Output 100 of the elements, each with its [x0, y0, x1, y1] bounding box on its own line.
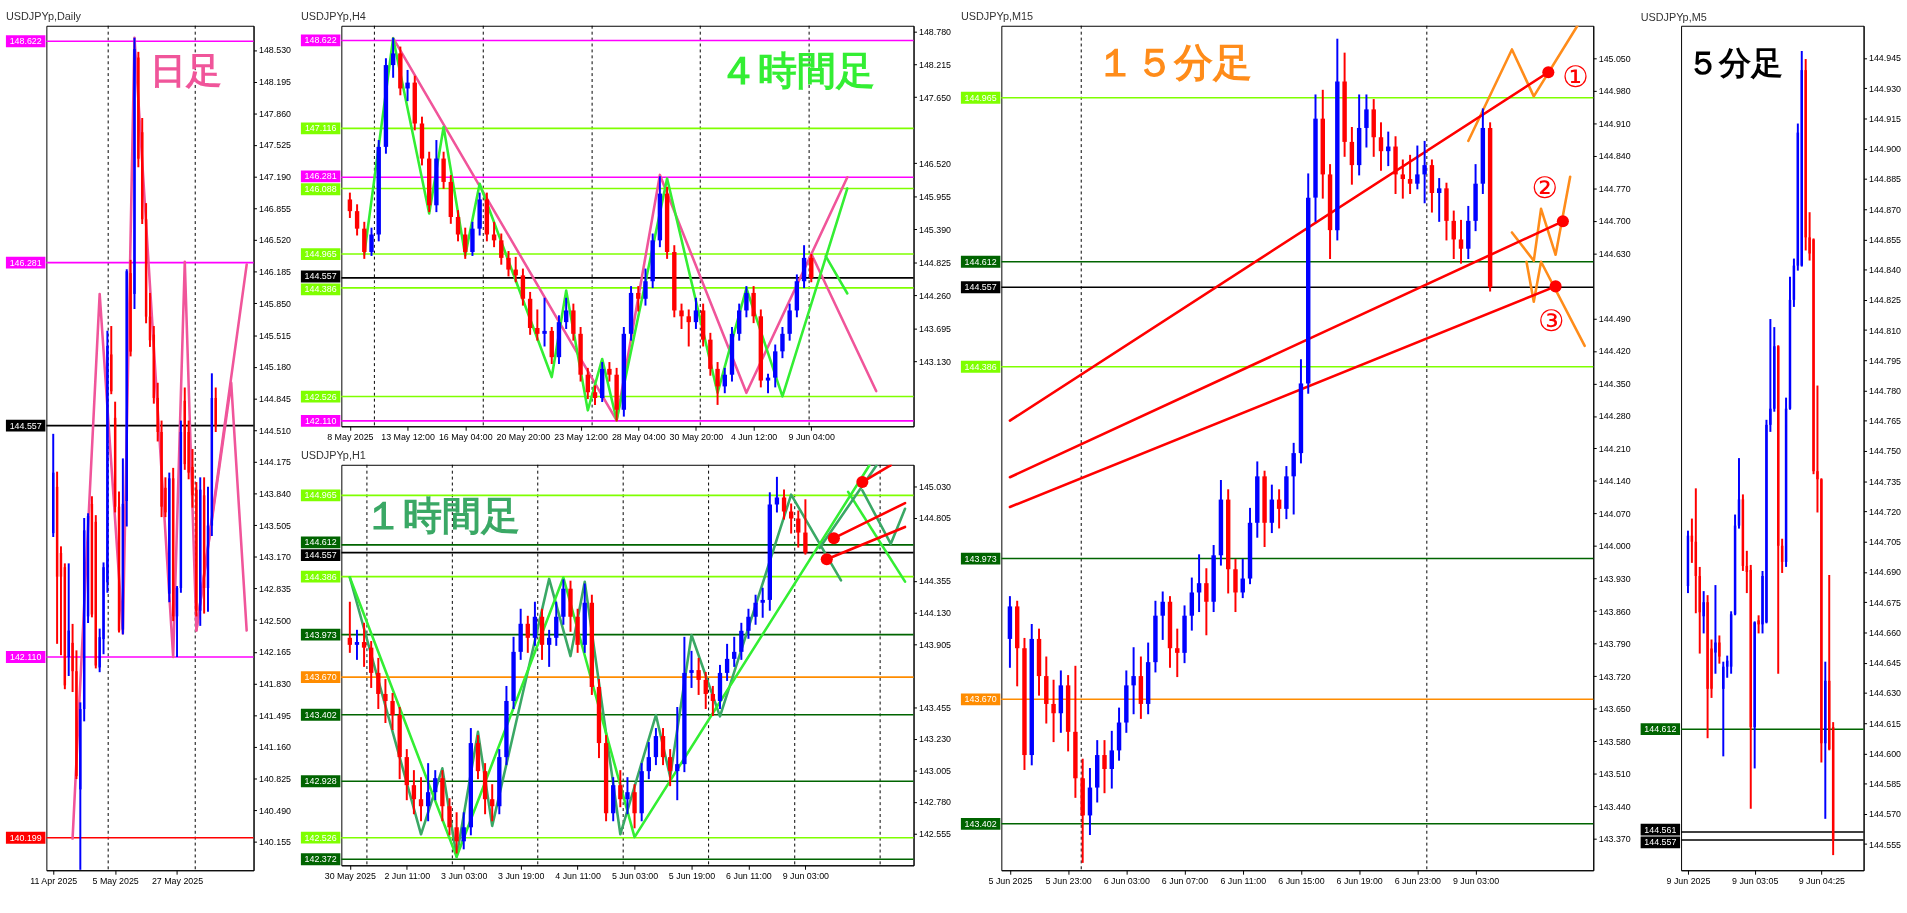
x-tick-label: 5 Jun 19:00	[668, 870, 716, 881]
y-tick-label: 144.720	[1869, 506, 1902, 517]
ref-line-label: 144.386	[964, 361, 997, 372]
chart-title: USDJPYp,M5	[1640, 10, 1707, 23]
ref-line-label: 146.281	[304, 171, 337, 182]
y-tick-label: 143.720	[1598, 671, 1631, 682]
y-tick-label: 144.630	[1869, 688, 1902, 699]
y-tick-label: 147.860	[258, 108, 292, 119]
y-tick-label: 148.195	[258, 77, 292, 88]
y-tick-label: 144.140	[1598, 476, 1631, 487]
ref-line-label: 144.557	[9, 420, 42, 431]
y-tick-label: 144.805	[918, 513, 952, 524]
y-tick-label: 144.260	[918, 290, 952, 301]
y-tick-label: 144.825	[918, 257, 952, 268]
x-tick-label: 6 Jun 11:00	[1220, 875, 1267, 886]
y-tick-label: 146.520	[918, 158, 952, 169]
y-tick-label: 148.780	[918, 26, 952, 37]
y-tick-label: 143.580	[1598, 736, 1631, 747]
ref-line-label: 144.965	[964, 92, 997, 103]
x-tick-label: 16 May 04:00	[438, 431, 493, 442]
y-tick-label: 140.490	[258, 805, 292, 816]
ref-line-label: 144.612	[1644, 724, 1677, 735]
ref-line-label: 147.116	[304, 123, 337, 134]
y-tick-label: 144.645	[1869, 658, 1902, 669]
x-tick-label: 5 Jun 03:00	[611, 870, 659, 881]
y-tick-label: 144.690	[1869, 567, 1902, 578]
ref-line-label: 144.965	[304, 490, 337, 501]
y-tick-label: 148.215	[918, 59, 952, 70]
x-tick-label: 20 May 20:00	[496, 431, 551, 442]
annotation: ４時間足	[719, 46, 875, 93]
chart-title: USDJPYp,M15	[960, 10, 1034, 23]
ref-line-label: 143.670	[964, 694, 997, 705]
x-tick-label: 2 Jun 11:00	[384, 870, 431, 881]
annotation: １５分足	[1096, 38, 1253, 85]
y-tick-label: 142.500	[258, 615, 292, 626]
y-tick-label: 144.910	[1598, 118, 1631, 129]
ref-line-label: 142.526	[304, 391, 337, 402]
x-tick-label: 5 Jun 2025	[988, 875, 1033, 886]
x-tick-label: 30 May 20:00	[669, 431, 724, 442]
y-tick-label: 148.530	[258, 45, 292, 56]
ref-line-label: 144.386	[304, 284, 337, 295]
y-tick-label: 147.190	[258, 172, 292, 183]
x-tick-label: 9 Jun 03:00	[782, 870, 830, 881]
x-tick-label: 9 Jun 04:00	[788, 431, 835, 442]
x-tick-label: 8 May 2025	[327, 431, 374, 442]
y-tick-label: 140.825	[258, 773, 292, 784]
y-tick-label: 144.555	[1869, 839, 1902, 850]
y-tick-label: 143.930	[1598, 573, 1631, 584]
y-tick-label: 144.840	[1869, 265, 1902, 276]
y-tick-label: 144.490	[1598, 313, 1631, 324]
annotation: ②	[1531, 171, 1558, 206]
y-tick-label: 144.615	[1869, 718, 1902, 729]
x-tick-label: 30 May 2025	[324, 870, 377, 881]
annotation: ①	[1562, 60, 1589, 94]
y-tick-label: 144.945	[1869, 53, 1902, 64]
x-tick-label: 11 Apr 2025	[30, 875, 78, 886]
x-tick-label: 6 Jun 11:00	[726, 870, 772, 881]
ref-line-label: 143.402	[964, 818, 997, 829]
y-tick-label: 144.700	[1598, 216, 1631, 227]
x-tick-label: 23 May 12:00	[554, 431, 608, 442]
y-tick-label: 143.650	[1598, 704, 1631, 715]
y-tick-label: 143.370	[1598, 834, 1631, 845]
y-tick-label: 144.350	[1598, 378, 1631, 389]
y-tick-label: 146.520	[258, 235, 292, 246]
y-tick-label: 146.855	[258, 203, 292, 214]
x-tick-label: 6 Jun 07:00	[1161, 875, 1209, 886]
y-tick-label: 145.955	[918, 191, 952, 202]
y-tick-label: 143.860	[1598, 606, 1631, 617]
x-tick-label: 13 May 12:00	[381, 431, 435, 442]
ref-line-label: 144.612	[304, 537, 337, 548]
ref-line-label: 143.973	[964, 553, 997, 564]
y-tick-label: 144.770	[1598, 183, 1631, 194]
x-tick-label: 5 Jun 23:00	[1045, 875, 1092, 886]
chart-title: USDJPYp,H1	[300, 449, 366, 462]
ref-line-label: 144.557	[304, 271, 337, 282]
y-tick-label: 141.160	[258, 742, 292, 753]
x-tick-label: 3 Jun 19:00	[498, 870, 545, 881]
y-tick-label: 141.495	[258, 710, 292, 721]
y-tick-label: 144.840	[1598, 151, 1631, 162]
y-tick-label: 144.980	[1598, 86, 1631, 97]
y-tick-label: 144.355	[918, 576, 952, 587]
y-tick-label: 144.660	[1869, 627, 1902, 638]
x-tick-label: 6 Jun 19:00	[1336, 875, 1383, 886]
y-tick-label: 143.170	[258, 552, 292, 563]
y-tick-label: 146.185	[258, 267, 292, 278]
y-tick-label: 142.165	[258, 647, 292, 658]
y-tick-label: 144.280	[1598, 411, 1631, 422]
y-tick-label: 144.750	[1869, 446, 1902, 457]
ref-line-label: 146.088	[304, 184, 337, 195]
annotation: ５分足	[1686, 44, 1783, 81]
ref-line-label: 148.622	[304, 35, 337, 46]
x-tick-label: 9 Jun 04:25	[1798, 875, 1846, 886]
x-tick-label: 27 May 2025	[151, 875, 204, 886]
y-tick-label: 143.905	[918, 639, 952, 650]
y-tick-label: 144.915	[1869, 113, 1902, 124]
ref-line-label: 146.281	[9, 257, 42, 268]
x-tick-label: 5 May 2025	[92, 875, 139, 886]
ref-line-label: 142.526	[304, 832, 337, 843]
x-tick-label: 3 Jun 03:00	[441, 870, 488, 881]
ref-line-label: 144.561	[1644, 824, 1677, 835]
